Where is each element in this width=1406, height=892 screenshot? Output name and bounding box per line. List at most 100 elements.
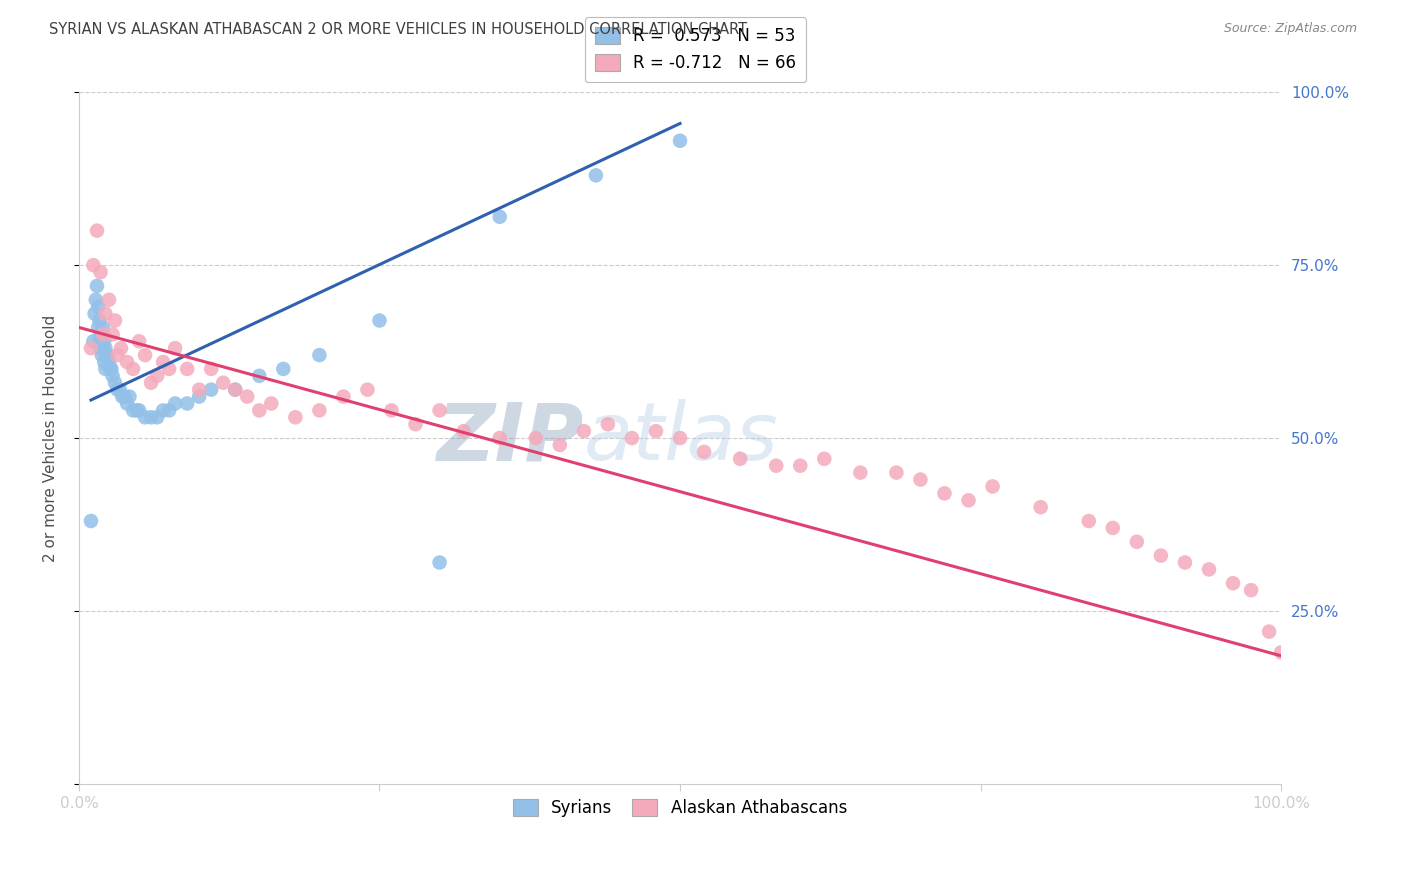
Point [176, 396, 198, 410]
Point [94, 341, 117, 355]
Point [200, 383, 222, 397]
Point [247, 403, 270, 417]
Point [224, 383, 246, 397]
Point [107, 383, 129, 397]
Text: ZIP: ZIP [436, 399, 583, 477]
Point [125, 403, 148, 417]
Point [90, 265, 112, 279]
Point [90, 341, 112, 355]
Point [524, 431, 547, 445]
Point [98, 355, 121, 369]
Point [97, 348, 120, 362]
Point [260, 396, 283, 410]
Point [83, 307, 105, 321]
Point [90, 327, 112, 342]
Point [429, 556, 451, 570]
Point [380, 403, 402, 417]
Point [101, 327, 124, 342]
Text: Source: ZipAtlas.com: Source: ZipAtlas.com [1223, 22, 1357, 36]
Point [585, 169, 607, 183]
Point [96, 348, 118, 362]
Point [212, 376, 235, 390]
Point [693, 445, 716, 459]
Point [128, 403, 150, 417]
Point [405, 417, 427, 432]
Point [134, 410, 156, 425]
Point [247, 368, 270, 383]
Point [308, 403, 330, 417]
Point [98, 362, 121, 376]
Point [82, 334, 104, 349]
Point [886, 466, 908, 480]
Point [90, 327, 112, 342]
Point [789, 458, 811, 473]
Point [669, 431, 692, 445]
Point [115, 355, 138, 369]
Point [669, 134, 692, 148]
Point [90, 348, 112, 362]
Y-axis label: 2 or more Vehicles in Household: 2 or more Vehicles in Household [44, 314, 58, 562]
Point [89, 334, 111, 349]
Point [957, 493, 980, 508]
Point [981, 479, 1004, 493]
Point [308, 348, 330, 362]
Point [104, 376, 127, 390]
Point [934, 486, 956, 500]
Point [645, 424, 668, 438]
Point [453, 424, 475, 438]
Point [122, 403, 145, 417]
Point [548, 438, 571, 452]
Point [111, 390, 134, 404]
Point [488, 431, 510, 445]
Point [91, 341, 114, 355]
Point [89, 313, 111, 327]
Point [572, 424, 595, 438]
Point [224, 383, 246, 397]
Point [87, 320, 110, 334]
Point [115, 396, 138, 410]
Point [849, 466, 872, 480]
Point [101, 368, 124, 383]
Point [1174, 556, 1197, 570]
Point [165, 396, 187, 410]
Point [82, 258, 104, 272]
Point [87, 300, 110, 314]
Point [118, 390, 141, 404]
Point [332, 390, 354, 404]
Point [146, 368, 169, 383]
Point [91, 320, 114, 334]
Point [176, 362, 198, 376]
Point [94, 362, 117, 376]
Point [1126, 534, 1149, 549]
Point [1240, 583, 1263, 598]
Point [134, 348, 156, 362]
Point [110, 341, 132, 355]
Point [1270, 645, 1292, 659]
Point [765, 458, 787, 473]
Point [157, 362, 180, 376]
Point [620, 431, 643, 445]
Point [108, 383, 131, 397]
Point [813, 451, 835, 466]
Point [93, 334, 115, 349]
Point [84, 293, 107, 307]
Point [188, 390, 211, 404]
Point [188, 383, 211, 397]
Point [1150, 549, 1173, 563]
Text: atlas: atlas [583, 399, 779, 477]
Point [128, 334, 150, 349]
Point [429, 403, 451, 417]
Point [1029, 500, 1052, 515]
Point [1222, 576, 1244, 591]
Point [122, 362, 145, 376]
Point [91, 327, 114, 342]
Point [152, 355, 174, 369]
Point [93, 355, 115, 369]
Point [488, 210, 510, 224]
Point [86, 224, 108, 238]
Point [1198, 562, 1220, 576]
Point [1101, 521, 1123, 535]
Point [107, 348, 129, 362]
Point [80, 514, 103, 528]
Text: SYRIAN VS ALASKAN ATHABASCAN 2 OR MORE VEHICLES IN HOUSEHOLD CORRELATION CHART: SYRIAN VS ALASKAN ATHABASCAN 2 OR MORE V… [49, 22, 748, 37]
